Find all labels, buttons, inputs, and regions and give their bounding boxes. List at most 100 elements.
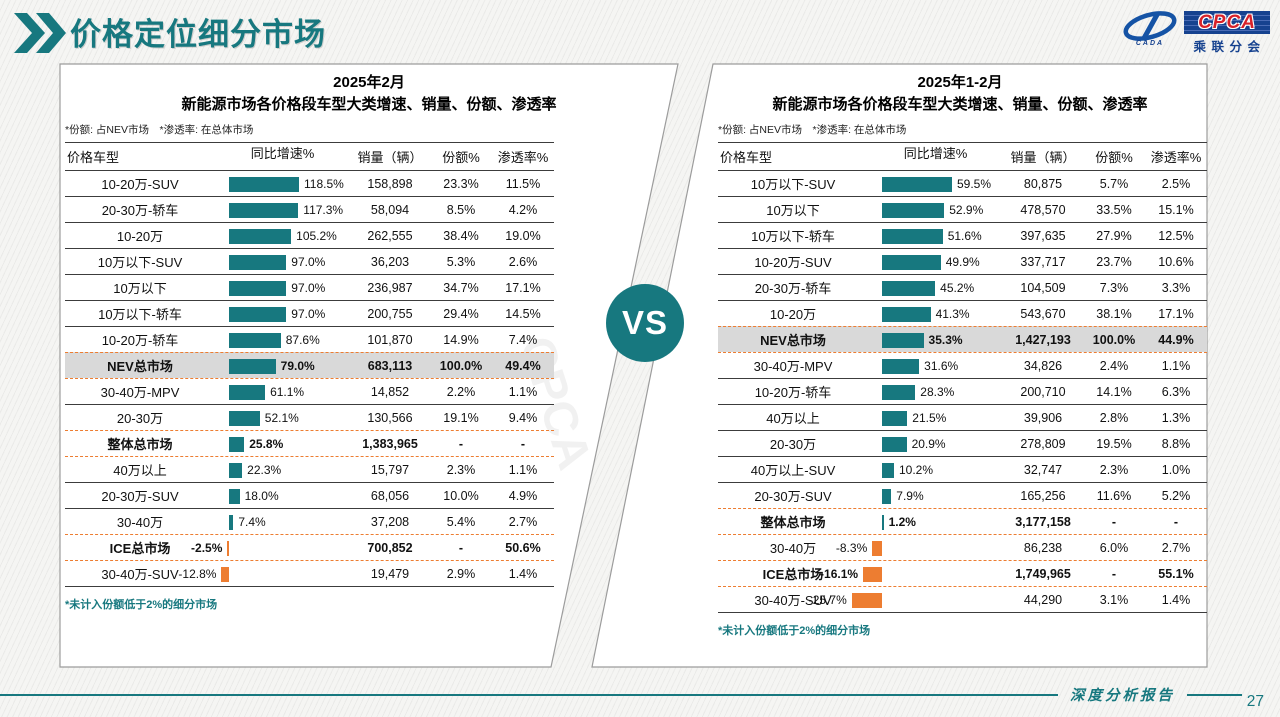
growth-value: 41.3%	[935, 306, 970, 321]
sales-value: 36,203	[370, 254, 410, 269]
growth-cell: 52.1%	[215, 405, 350, 430]
growth-value: 59.5%	[957, 176, 992, 191]
page-number: 27	[1246, 693, 1264, 710]
table-row: 30-40万-SUV -25.7% 44,290 3.1% 1.4%	[718, 586, 1207, 612]
sales-value: 200,755	[367, 306, 413, 321]
table-row: 30-40万-SUV -12.8% 19,479 2.9% 1.4%	[65, 560, 554, 586]
sales-value: 337,717	[1020, 254, 1066, 269]
growth-value: 21.5%	[912, 410, 947, 425]
column-header: 销量（辆）	[357, 150, 423, 165]
sales-value: 32,747	[1023, 462, 1063, 477]
growth-value: 52.1%	[264, 410, 299, 425]
share-value: -	[1111, 566, 1117, 581]
growth-cell: 49.9%	[868, 249, 1003, 274]
share-value: 5.4%	[446, 514, 476, 529]
penetration-value: 17.1%	[505, 280, 541, 295]
growth-cell: 118.5%	[215, 171, 350, 196]
sales-value: 236,987	[367, 280, 413, 295]
growth-value: 97.0%	[291, 254, 326, 269]
growth-value: 7.4%	[238, 514, 266, 529]
growth-value: 97.0%	[291, 280, 326, 295]
growth-cell: -16.1%	[820, 561, 1003, 586]
growth-value: 7.9%	[896, 488, 924, 503]
growth-cell: -2.5%	[191, 535, 350, 560]
table-row: 40万以上 21.5% 39,906 2.8% 1.3%	[718, 404, 1207, 430]
growth-cell: 79.0%	[215, 353, 350, 378]
growth-bar	[851, 592, 882, 608]
table-row: 30-40万 7.4% 37,208 5.4% 2.7%	[65, 508, 554, 534]
cpca-branch-name: 乘联分会	[1193, 40, 1266, 54]
sales-value: 104,509	[1020, 280, 1066, 295]
table-row: 10-20万-轿车 87.6% 101,870 14.9% 7.4%	[65, 326, 554, 352]
growth-value: 31.6%	[924, 358, 959, 373]
growth-bar	[882, 202, 945, 218]
table-row: 10万以下 52.9% 478,570 33.5% 15.1%	[718, 196, 1207, 222]
column-header: 份额%	[442, 150, 480, 165]
growth-value: 25.8%	[249, 436, 284, 451]
sales-value: 200,710	[1020, 384, 1066, 399]
table-row: 10万以下-轿车 97.0% 200,755 29.4% 14.5%	[65, 300, 554, 326]
penetration-value: 49.4%	[505, 358, 541, 373]
logo-text-block: CPCA 乘联分会	[1184, 11, 1270, 55]
row-label: 20-30万	[769, 437, 817, 452]
sales-value: 262,555	[367, 228, 413, 243]
share-value: 23.7%	[1096, 254, 1132, 269]
row-label: 30-40万-SUV	[754, 593, 832, 608]
sales-value: 130,566	[367, 410, 413, 425]
growth-value: 1.2%	[888, 514, 916, 529]
penetration-value: 11.5%	[505, 176, 541, 191]
column-header: 价格车型	[67, 150, 120, 165]
column-header: 渗透率%	[497, 150, 549, 165]
panel-note: *份额: 占NEV市场 *渗透率: 在总体市场	[65, 124, 254, 136]
row-label: 30-40万-SUV	[101, 567, 179, 582]
growth-cell: 41.3%	[868, 301, 1003, 326]
growth-bar	[882, 306, 931, 322]
sales-value: 19,479	[370, 566, 410, 581]
penetration-value: 2.5%	[1161, 176, 1191, 191]
row-label: 10-20万-SUV	[754, 255, 832, 270]
penetration-value: 1.0%	[1161, 462, 1191, 477]
row-label: 10-20万-轿车	[754, 385, 832, 400]
growth-cell: 18.0%	[215, 483, 350, 508]
table-row: 20-30万-SUV 7.9% 165,256 11.6% 5.2%	[718, 482, 1207, 508]
row-label: 20-30万-轿车	[101, 203, 179, 218]
growth-bar	[221, 566, 229, 582]
row-label: 整体总市场	[107, 437, 173, 452]
table-row: NEV总市场 79.0% 683,113 100.0% 49.4%	[65, 352, 554, 378]
growth-cell: 25.8%	[215, 431, 350, 456]
table-row: 10万以下 97.0% 236,987 34.7% 17.1%	[65, 274, 554, 300]
cada-ellipse-icon	[1123, 11, 1177, 42]
share-value: 38.4%	[443, 228, 479, 243]
penetration-value: 14.5%	[505, 306, 541, 321]
sales-value: 39,906	[1023, 410, 1063, 425]
sales-value: 14,852	[370, 384, 410, 399]
growth-cell: 97.0%	[215, 275, 350, 300]
table-row: 20-30万 20.9% 278,809 19.5% 8.8%	[718, 430, 1207, 456]
table-row: 10万以下-SUV 97.0% 36,203 5.3% 2.6%	[65, 248, 554, 274]
growth-bar	[882, 410, 908, 426]
share-value: 2.4%	[1099, 358, 1129, 373]
penetration-value: 4.9%	[508, 488, 538, 503]
growth-bar	[882, 280, 936, 296]
growth-value: -2.5%	[191, 540, 223, 555]
vs-badge: VS	[606, 284, 684, 362]
panel-february: 2025年2月 新能源市场各价格段车型大类增速、销量、份额、渗透率 *份额: 占…	[60, 64, 678, 667]
growth-cell: 52.9%	[868, 197, 1003, 222]
growth-value: -16.1%	[820, 566, 859, 581]
penetration-value: 2.6%	[508, 254, 538, 269]
growth-bar	[882, 514, 884, 530]
row-label: 10万以下-SUV	[750, 177, 836, 192]
sales-value: 86,238	[1023, 540, 1063, 555]
penetration-value: 3.3%	[1161, 280, 1191, 295]
growth-cell: 61.1%	[215, 379, 350, 404]
growth-cell: 87.6%	[215, 327, 350, 352]
growth-bar	[863, 566, 882, 582]
table-row: 40万以上-SUV 10.2% 32,747 2.3% 1.0%	[718, 456, 1207, 482]
share-value: 2.8%	[1099, 410, 1129, 425]
growth-value: -8.3%	[835, 540, 868, 555]
footer-rule: 深度分析报告	[0, 684, 1280, 705]
footer-label: 深度分析报告	[1070, 687, 1175, 704]
table-header-row: 价格车型 同比增速% 销量（辆） 份额% 渗透率%	[718, 142, 1207, 170]
row-label: 20-30万	[116, 411, 164, 426]
table-row: 10-20万-轿车 28.3% 200,710 14.1% 6.3%	[718, 378, 1207, 404]
